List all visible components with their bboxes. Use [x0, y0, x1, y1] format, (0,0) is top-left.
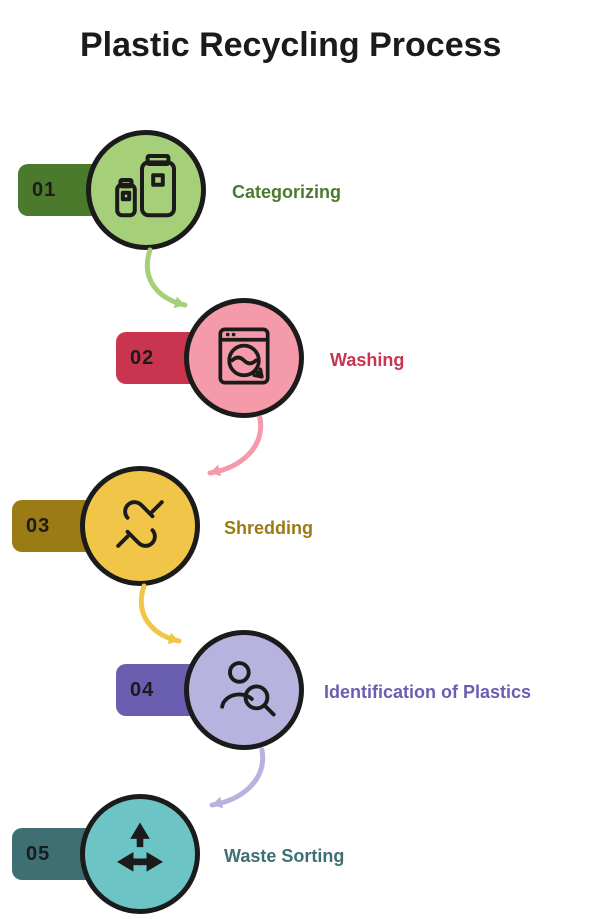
shred-icon [101, 485, 179, 568]
step-label-05: Waste Sorting [224, 846, 344, 867]
arrow-4 [212, 750, 292, 825]
step-label-02: Washing [330, 350, 404, 371]
step-number-text: 04 [130, 679, 154, 702]
step-circle-03 [80, 466, 200, 586]
step-number-text: 02 [130, 347, 154, 370]
arrow-1 [130, 250, 210, 325]
step-label-03: Shredding [224, 518, 313, 539]
step-number-text: 05 [26, 843, 50, 866]
step-label-01: Categorizing [232, 182, 341, 203]
arrow-2 [210, 418, 290, 493]
washer-icon [207, 319, 281, 398]
step-circle-01 [86, 130, 206, 250]
identify-icon [205, 649, 283, 732]
step-number-text: 01 [32, 179, 56, 202]
page-title: Plastic Recycling Process [80, 26, 501, 65]
recycle-icon [99, 811, 181, 898]
tubes-icon [106, 148, 186, 233]
step-label-04: Identification of Plastics [324, 682, 531, 703]
step-circle-05 [80, 794, 200, 914]
step-number-text: 03 [26, 515, 50, 538]
arrow-3 [124, 586, 204, 661]
